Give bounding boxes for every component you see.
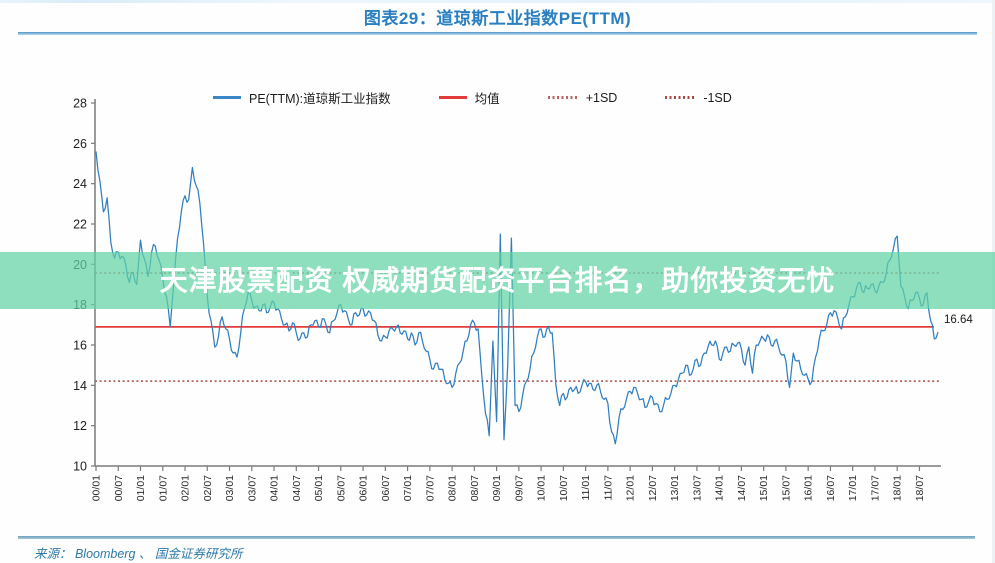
x-tick-label: 14/07 [736,475,748,501]
x-tick-label: 08/07 [469,475,481,501]
x-tick-label: 10/01 [536,475,548,501]
legend-line-swatch [438,96,467,99]
y-tick-label: 14 [73,379,87,393]
x-tick-label: 07/07 [424,475,436,501]
x-tick-label: 09/07 [513,475,525,501]
legend-dotted-swatch [547,96,578,99]
x-tick-label: 06/01 [358,475,370,501]
x-tick-label: 05/01 [313,475,325,501]
watermark-text: 天津股票配资 权威期货配资平台排名，助你投资无忧 [159,265,836,296]
x-tick-label: 00/07 [113,475,125,501]
pe-series-line [95,151,939,445]
x-tick-label: 01/07 [157,475,169,501]
y-tick-label: 12 [73,419,87,433]
source-divider [18,536,975,539]
legend-item-1: 均值 [438,88,500,107]
x-tick-label: 13/01 [669,475,681,501]
y-tick-label: 10 [73,460,87,474]
x-tick-label: 04/01 [269,475,281,501]
x-tick-label: 02/07 [202,475,214,501]
x-tick-label: 14/01 [714,475,726,501]
page-title: 图表29：道琼斯工业指数PE(TTM) [363,9,632,28]
title-divider [18,32,977,35]
legend-dotted-swatch [665,96,696,99]
y-tick-label: 16 [73,339,87,353]
x-tick-label: 17/07 [869,475,881,501]
x-tick-label: 11/07 [602,475,614,501]
x-tick-label: 10/07 [558,475,570,501]
legend-label: +1SD [585,90,618,105]
x-tick-label: 09/01 [491,475,503,501]
x-tick-label: 11/01 [580,475,592,501]
x-tick-label: 02/01 [180,475,192,501]
y-tick-label: 26 [73,137,87,151]
legend-label: 均值 [474,92,500,106]
x-tick-label: 03/01 [224,475,236,501]
x-tick-label: 01/01 [135,475,147,501]
legend-item-3: -1SD [665,90,732,105]
x-tick-label: 07/01 [402,475,414,501]
x-tick-label: 00/01 [91,475,103,501]
y-tick-label: 24 [73,177,87,191]
legend-label: PE(TTM):道琼斯工业指数 [249,92,391,106]
last-value-label: 16.64 [944,314,973,326]
top-edge-artifact [0,0,995,3]
x-tick-label: 18/07 [914,475,926,501]
x-tick-label: 12/01 [625,475,637,501]
y-tick-label: 22 [73,218,87,232]
x-tick-label: 15/07 [780,475,792,501]
x-tick-label: 06/07 [380,475,392,501]
x-tick-label: 15/01 [758,475,770,501]
chart-legend: PE(TTM):道琼斯工业指数 均值 +1SD -1SD [213,88,732,107]
x-tick-label: 05/07 [335,475,347,501]
legend-label: -1SD [703,90,732,105]
y-tick-label: 28 [73,97,87,111]
source-text: 来源： Bloomberg 、 国金证券研究所 [34,547,243,561]
watermark-band: 天津股票配资 权威期货配资平台排名，助你投资无忧 [0,252,995,309]
x-tick-label: 12/07 [647,475,659,501]
x-tick-label: 16/01 [803,475,815,501]
legend-item-2: +1SD [547,90,618,105]
x-tick-label: 18/01 [892,475,904,501]
x-tick-label: 17/01 [847,475,859,501]
x-tick-label: 16/07 [825,475,837,501]
x-tick-label: 08/01 [447,475,459,501]
legend-item-0: PE(TTM):道琼斯工业指数 [213,88,391,107]
x-tick-label: 03/07 [246,475,258,501]
legend-line-swatch [213,96,241,99]
x-tick-label: 13/07 [691,475,703,501]
x-tick-label: 04/07 [291,475,303,501]
